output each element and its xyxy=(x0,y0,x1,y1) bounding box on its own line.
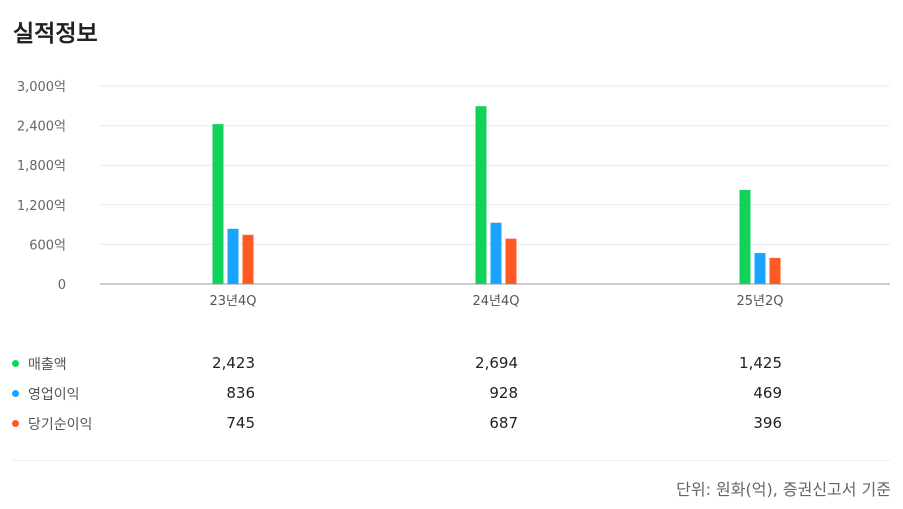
bar-sales xyxy=(212,124,224,284)
y-tick-label: 0 xyxy=(58,278,66,293)
legend-dot-icon xyxy=(12,360,19,367)
y-tick-label: 600억 xyxy=(29,238,66,253)
value-cell: 687 xyxy=(489,414,518,432)
table-row: 영업이익 836 928 469 xyxy=(0,378,903,408)
y-tick-label: 1,200억 xyxy=(17,199,66,214)
bar-operating-profit xyxy=(227,228,239,284)
bar-net-profit xyxy=(505,238,517,284)
divider xyxy=(12,460,890,461)
y-tick-label: 2,400억 xyxy=(17,120,66,135)
value-cell: 396 xyxy=(753,414,782,432)
value-cell: 469 xyxy=(753,384,782,402)
value-cell: 1,425 xyxy=(739,354,782,372)
series-label: 매출액 xyxy=(28,357,67,373)
page-title: 실적정보 xyxy=(13,21,98,47)
bar-sales xyxy=(475,106,487,284)
value-cell: 2,423 xyxy=(212,354,255,372)
bar-operating-profit xyxy=(490,222,502,284)
y-tick-label: 1,800억 xyxy=(17,159,66,174)
footnote: 단위: 원화(억), 증권신고서 기준 xyxy=(676,480,891,499)
table-row: 매출액 2,423 2,694 1,425 xyxy=(0,348,903,378)
x-tick-label: 25년2Q xyxy=(736,294,783,309)
value-cell: 745 xyxy=(226,414,255,432)
x-tick-label: 23년4Q xyxy=(209,294,256,309)
legend-dot-icon xyxy=(12,420,19,427)
value-cell: 836 xyxy=(226,384,255,402)
series-label: 영업이익 xyxy=(28,387,80,403)
table-row: 당기순이익 745 687 396 xyxy=(0,408,903,438)
bar-sales xyxy=(739,189,751,284)
y-tick-label: 3,000억 xyxy=(17,80,66,95)
series-label: 당기순이익 xyxy=(28,417,93,433)
bar-net-profit xyxy=(242,234,254,284)
x-tick-label: 24년4Q xyxy=(472,294,519,309)
bar-operating-profit xyxy=(754,253,766,284)
value-cell: 2,694 xyxy=(475,354,518,372)
bar-chart: 0 600억 1,200억 1,800억 2,400억 3,000억 23년4Q 24년4Q 2… xyxy=(17,80,890,309)
bar-net-profit xyxy=(769,257,781,284)
value-cell: 928 xyxy=(489,384,518,402)
legend-dot-icon xyxy=(12,390,19,397)
